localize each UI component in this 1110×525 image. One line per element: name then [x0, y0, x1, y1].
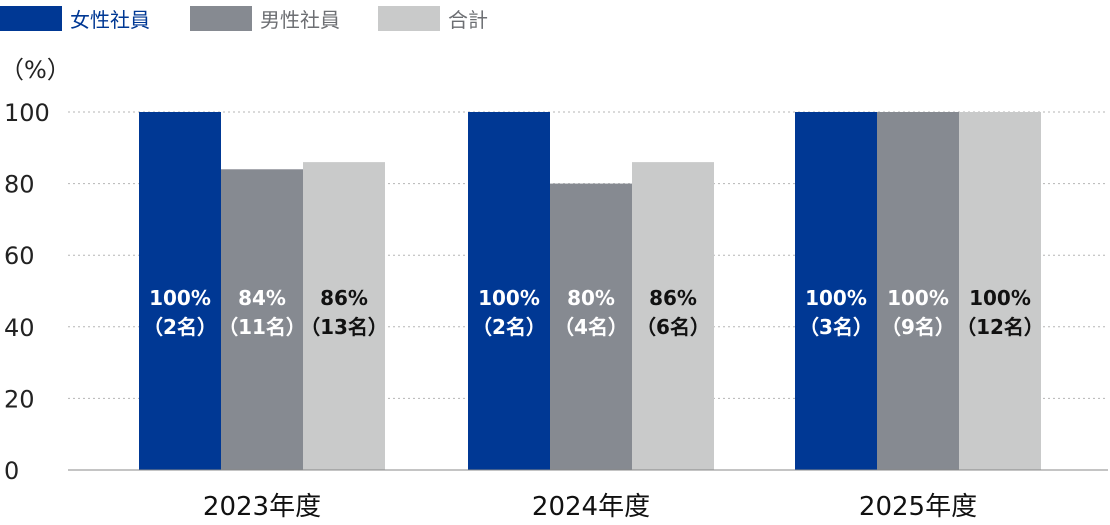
- bar-value-label: 100%: [805, 286, 867, 310]
- y-tick-label: 0: [4, 457, 19, 485]
- y-tick-label: 60: [4, 242, 35, 270]
- x-category-label: 2024年度: [532, 492, 650, 522]
- y-tick-label: 80: [4, 171, 35, 199]
- bar-labels: 100% （2名） 84% （11名） 86% （13名） 100% （2名） 80% （4名） 8…: [143, 286, 1044, 339]
- bar-value-label: 100%: [478, 286, 540, 310]
- bar: [959, 112, 1041, 470]
- legend-label: 合計: [448, 8, 488, 32]
- x-category-label: 2023年度: [203, 492, 321, 522]
- y-tick-label: 40: [4, 314, 35, 342]
- bar-count-label: （2名）: [143, 315, 217, 339]
- bar-value-label: 100%: [969, 286, 1031, 310]
- y-axis-ticks: 0 20 40 60 80 100: [4, 99, 50, 485]
- bar-count-label: （9名）: [881, 315, 955, 339]
- bar: [139, 112, 221, 470]
- bar-count-label: （12名）: [956, 315, 1044, 339]
- bar: [877, 112, 959, 470]
- bars: [139, 112, 1041, 470]
- bar: [468, 112, 550, 470]
- bar-value-label: 80%: [567, 286, 615, 310]
- legend-label: 女性社員: [70, 8, 150, 32]
- legend: 女性社員 男性社員 合計: [0, 6, 488, 32]
- bar-count-label: （11名）: [218, 315, 306, 339]
- bar-count-label: （13名）: [300, 315, 388, 339]
- bar: [550, 183, 632, 470]
- x-axis-categories: 2023年度 2024年度 2025年度: [203, 492, 977, 522]
- bar: [795, 112, 877, 470]
- bar-count-label: （6名）: [636, 315, 710, 339]
- bar-value-label: 100%: [887, 286, 949, 310]
- y-tick-label: 20: [4, 385, 35, 413]
- bar-value-label: 86%: [320, 286, 368, 310]
- bar-value-label: 100%: [149, 286, 211, 310]
- bar: [632, 162, 714, 470]
- bar-count-label: （2名）: [472, 315, 546, 339]
- bar-count-label: （4名）: [554, 315, 628, 339]
- legend-label: 男性社員: [260, 8, 340, 32]
- bar-count-label: （3名）: [799, 315, 873, 339]
- bar-value-label: 84%: [238, 286, 286, 310]
- bar: [303, 162, 385, 470]
- y-tick-label: 100: [4, 99, 50, 127]
- y-axis-unit-label: （%）: [0, 56, 71, 84]
- bar-value-label: 86%: [649, 286, 697, 310]
- bar: [221, 169, 303, 470]
- legend-swatch: [190, 6, 252, 31]
- legend-swatch: [378, 6, 440, 31]
- legend-swatch: [0, 6, 62, 31]
- x-category-label: 2025年度: [859, 492, 977, 522]
